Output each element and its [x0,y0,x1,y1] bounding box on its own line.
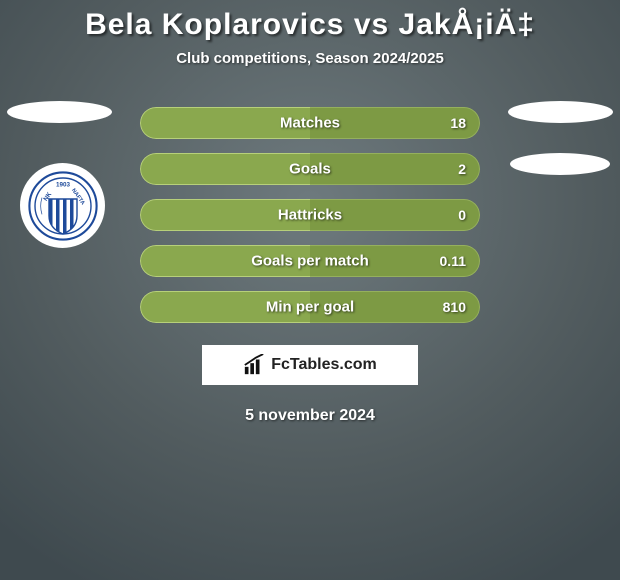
club-left-badge: 1903 NK NAFTA [20,163,105,248]
stat-value-right: 810 [443,299,466,315]
stat-label: Goals [289,161,331,178]
stat-rows-container: Matches 18 Goals 2 Hattricks 0 Goals per match… [140,107,480,323]
stat-label: Hattricks [278,207,342,224]
page-title: Bela Koplarovics vs JakÅ¡iÄ‡ [0,8,620,42]
stat-row: Goals per match 0.11 [140,245,480,277]
chart-icon [243,354,265,376]
badge-year: 1903 [55,181,70,188]
player-left-placeholder [7,101,112,123]
logo-text: FcTables.com [271,356,377,374]
stat-value-right: 18 [450,115,466,131]
stat-row: Matches 18 [140,107,480,139]
nafta-badge-icon: 1903 NK NAFTA [28,171,98,241]
stat-row: Hattricks 0 [140,199,480,231]
snapshot-date: 5 november 2024 [0,407,620,425]
stat-value-right: 0 [458,207,466,223]
stat-row: Goals 2 [140,153,480,185]
club-right-placeholder [510,153,610,175]
stat-label: Goals per match [251,253,369,270]
stat-value-right: 0.11 [440,253,466,269]
stat-label: Matches [280,115,340,132]
bar-right-overlay [310,153,480,185]
stat-row: Min per goal 810 [140,291,480,323]
page-subtitle: Club competitions, Season 2024/2025 [0,50,620,67]
stat-label: Min per goal [266,299,354,316]
stat-value-right: 2 [458,161,466,177]
fctables-logo[interactable]: FcTables.com [202,345,418,385]
player-right-placeholder [508,101,613,123]
